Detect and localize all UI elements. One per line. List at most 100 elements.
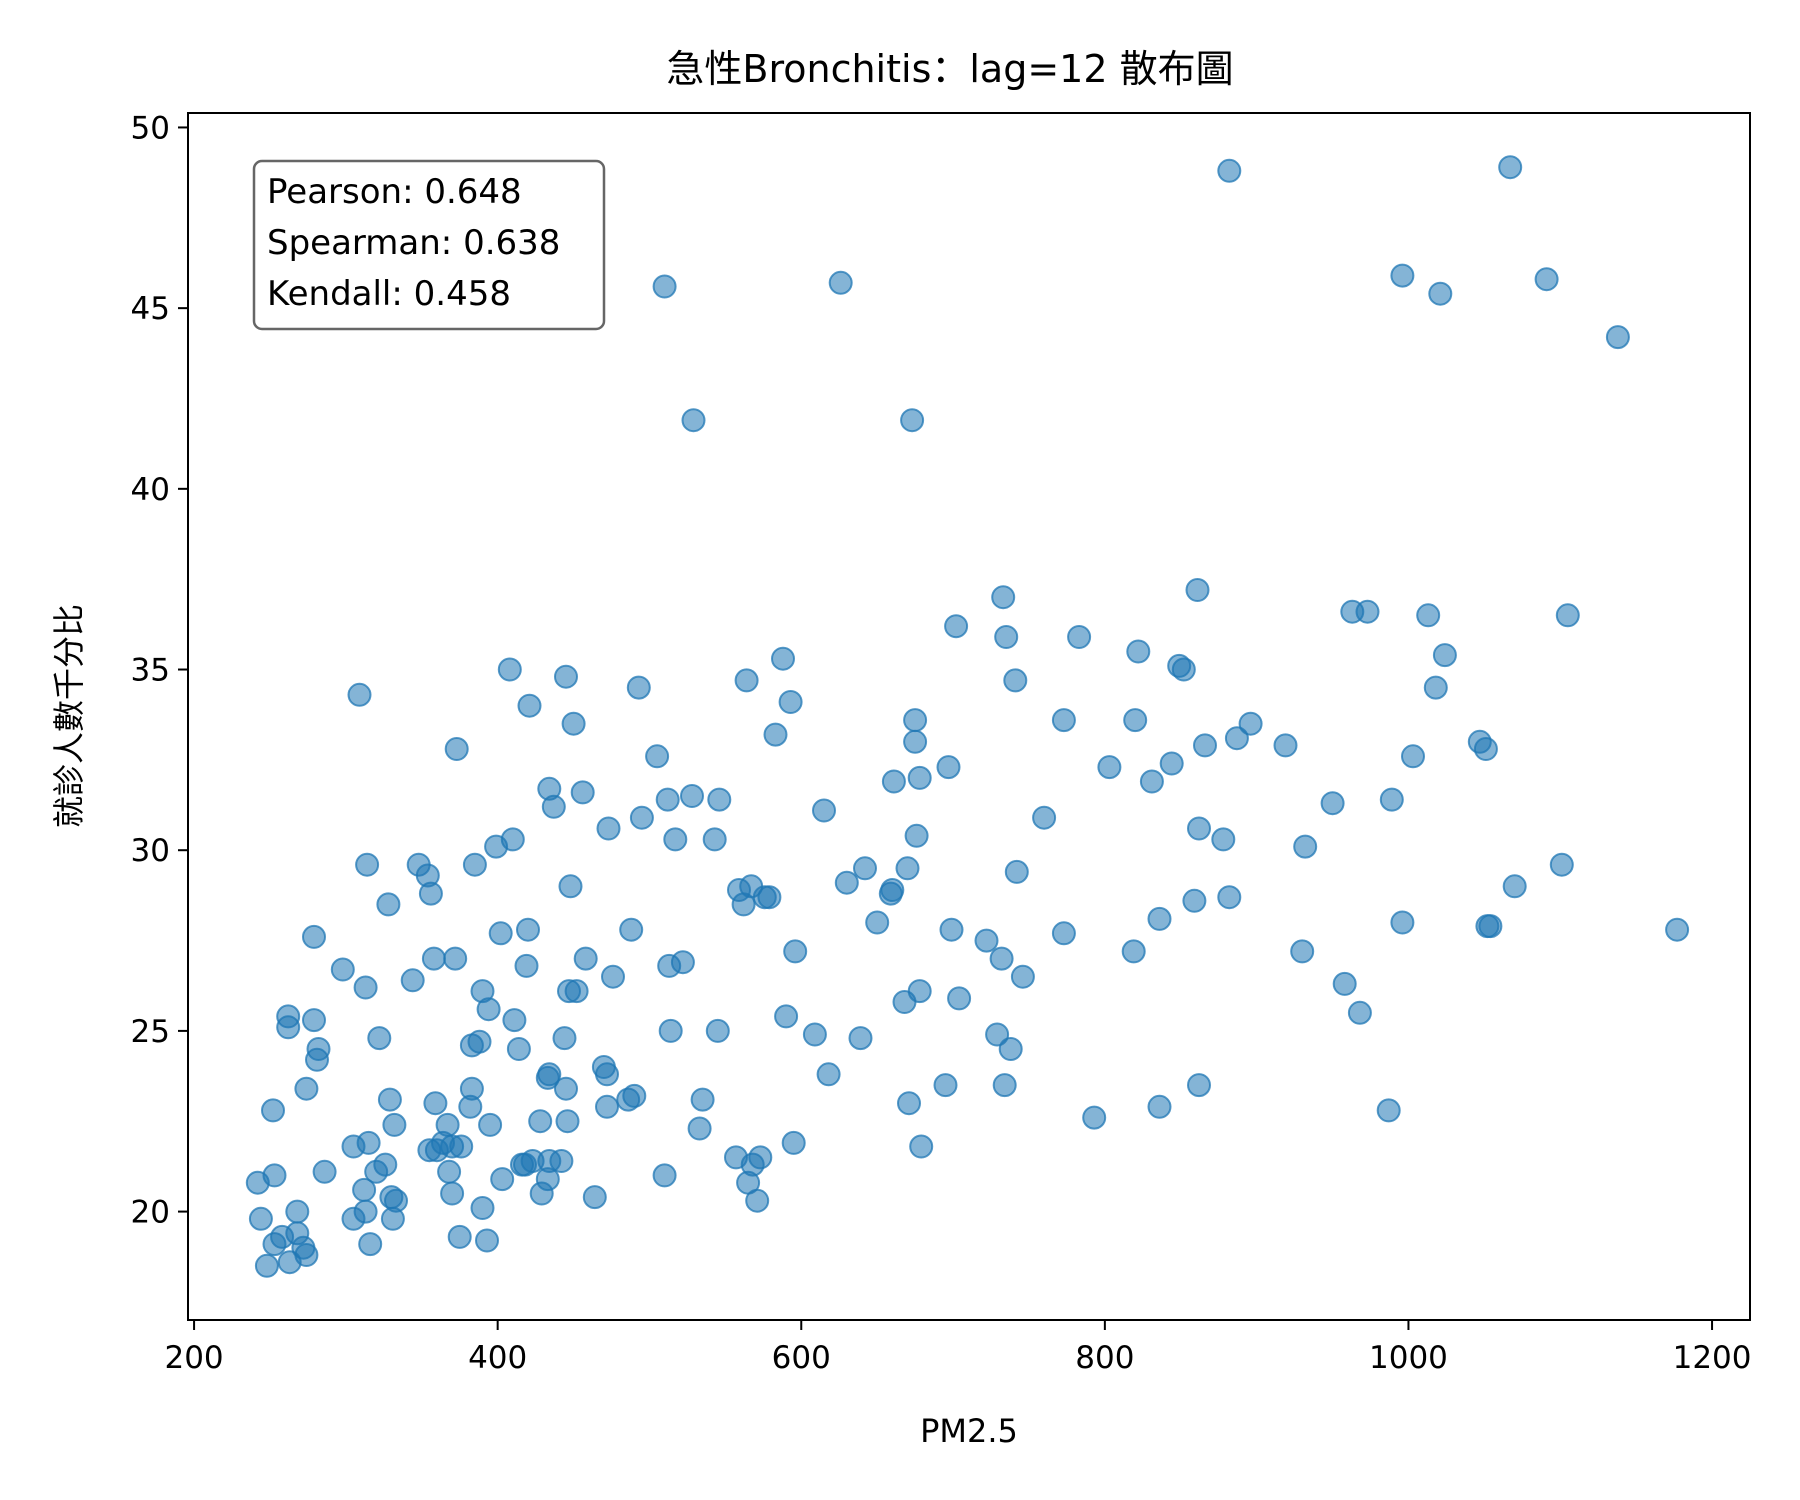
data-point xyxy=(991,585,1016,610)
data-point xyxy=(444,737,469,761)
data-point xyxy=(853,856,877,881)
data-point xyxy=(936,755,961,780)
data-point xyxy=(944,614,969,639)
data-point xyxy=(670,950,695,975)
data-point xyxy=(757,885,782,910)
data-point xyxy=(1051,708,1076,733)
data-point xyxy=(989,946,1014,971)
data-point xyxy=(549,1149,574,1173)
data-point xyxy=(514,953,539,978)
data-point xyxy=(382,1112,407,1137)
data-point xyxy=(904,823,929,848)
data-point xyxy=(1355,599,1380,624)
data-point xyxy=(909,1134,934,1159)
data-point xyxy=(690,1087,715,1112)
data-point xyxy=(1067,625,1092,649)
data-point xyxy=(907,765,932,790)
data-point xyxy=(1432,643,1457,668)
data-point xyxy=(900,408,925,433)
x-tick-label: 800 xyxy=(1075,1340,1134,1376)
data-point xyxy=(595,1094,619,1119)
data-point xyxy=(1147,1094,1172,1119)
data-point xyxy=(573,946,598,971)
x-tick-label: 200 xyxy=(164,1340,223,1376)
data-point xyxy=(681,408,706,433)
data-point xyxy=(418,881,443,906)
data-point xyxy=(478,1112,503,1137)
y-tick-label: 35 xyxy=(131,653,170,689)
data-point xyxy=(781,1130,806,1155)
data-point xyxy=(459,1076,484,1101)
data-point xyxy=(848,1026,873,1051)
data-point xyxy=(1549,852,1574,877)
data-point xyxy=(276,1015,301,1040)
data-point xyxy=(994,625,1019,649)
data-point xyxy=(626,675,651,700)
y-axis-label: 就診人數千分比 xyxy=(50,604,88,828)
data-point xyxy=(783,939,808,964)
data-point xyxy=(828,270,853,295)
data-point xyxy=(1187,816,1211,841)
data-point xyxy=(903,708,928,733)
data-point xyxy=(1004,859,1029,884)
data-point xyxy=(570,780,595,805)
data-point xyxy=(1401,744,1425,769)
data-point xyxy=(748,1145,773,1170)
data-point xyxy=(1502,874,1527,899)
data-point xyxy=(933,1073,958,1098)
data-point xyxy=(254,1253,279,1278)
x-tick-label: 400 xyxy=(468,1340,527,1376)
data-point xyxy=(421,946,446,971)
data-point xyxy=(897,1091,921,1116)
data-point xyxy=(663,827,688,852)
data-point xyxy=(541,794,566,819)
data-point xyxy=(596,816,621,841)
data-point xyxy=(470,1196,495,1220)
data-point xyxy=(629,805,654,830)
data-point xyxy=(1376,1098,1401,1123)
data-point xyxy=(1224,726,1249,751)
data-point xyxy=(985,1022,1010,1047)
data-point xyxy=(1416,603,1441,628)
data-point xyxy=(467,1029,492,1054)
data-point xyxy=(1139,769,1164,794)
data-point xyxy=(745,1188,770,1213)
data-point xyxy=(1121,939,1146,964)
data-point xyxy=(998,1037,1023,1061)
data-point xyxy=(528,1109,553,1134)
data-point xyxy=(939,917,964,942)
data-point xyxy=(1665,917,1690,942)
data-point xyxy=(1217,158,1242,183)
data-point xyxy=(1293,834,1318,859)
data-point xyxy=(376,892,401,917)
data-point xyxy=(440,1181,465,1206)
data-point xyxy=(1390,910,1415,935)
stats-box: Pearson: 0.648 Spearman: 0.638 Kendall: … xyxy=(252,159,606,331)
data-point xyxy=(705,1018,730,1043)
data-point xyxy=(619,917,644,942)
data-point xyxy=(449,1134,474,1159)
data-point xyxy=(488,921,513,946)
data-point xyxy=(367,1026,392,1051)
kendall-stat: Kendall: 0.458 xyxy=(267,274,511,314)
data-point xyxy=(1147,906,1172,931)
data-point xyxy=(1605,325,1630,350)
data-point xyxy=(1171,657,1196,682)
data-point xyxy=(865,910,890,935)
data-point xyxy=(1182,888,1207,913)
data-point xyxy=(502,1008,527,1033)
data-point xyxy=(622,1083,647,1108)
data-point xyxy=(1123,708,1148,733)
data-point xyxy=(1211,827,1236,852)
data-point xyxy=(1082,1105,1107,1130)
data-point xyxy=(1187,1073,1211,1098)
data-point xyxy=(437,1159,462,1184)
data-point xyxy=(1498,155,1523,180)
data-point xyxy=(992,1073,1017,1098)
data-point xyxy=(294,1076,319,1101)
data-point xyxy=(1555,603,1580,628)
data-point xyxy=(330,957,355,982)
data-point xyxy=(812,798,836,823)
data-point xyxy=(582,1185,607,1210)
